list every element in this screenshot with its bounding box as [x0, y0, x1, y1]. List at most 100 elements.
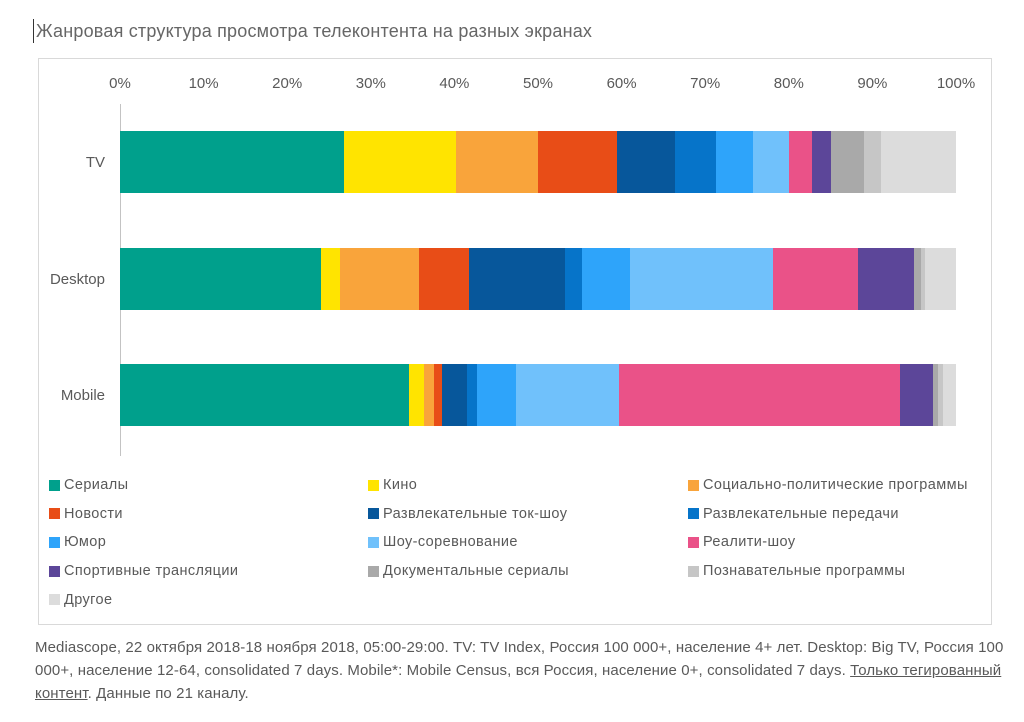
x-axis-tick: 80%: [773, 75, 804, 92]
x-axis-tick: 70%: [690, 75, 721, 92]
legend-label: Социально-политические программы: [703, 477, 968, 494]
legend-swatch: [688, 508, 699, 520]
bar-segment: [339, 248, 420, 310]
legend-item: Реалити-шоу: [688, 528, 979, 557]
legend-item: Другое: [49, 585, 368, 614]
legend-swatch: [49, 565, 60, 577]
x-axis-tick: 30%: [355, 75, 386, 92]
bar-segment: [938, 364, 943, 426]
bar-segment: [456, 131, 538, 193]
bar-segment: [863, 131, 881, 193]
bar-segment: [409, 364, 425, 426]
bar-segment: [830, 131, 864, 193]
bar-segment: [858, 248, 915, 310]
legend-label: Спортивные трансляции: [64, 563, 239, 580]
legend-swatch: [368, 479, 379, 491]
legend-item: Кино: [368, 471, 688, 500]
category-label: Desktop: [49, 270, 105, 288]
legend-item: Новости: [49, 500, 368, 529]
legend-label: Шоу-соревнование: [383, 534, 518, 551]
legend-label: Познавательные программы: [703, 563, 906, 580]
bar-segment: [617, 131, 676, 193]
bar-segment: [516, 364, 620, 426]
bar-segment: [619, 364, 900, 426]
x-axis-tick: 100%: [936, 75, 976, 92]
bar-segment: [476, 364, 517, 426]
legend-swatch: [688, 536, 699, 548]
bar-segment: [920, 248, 925, 310]
x-axis-tick: 40%: [439, 75, 470, 92]
legend-item: Социально-политические программы: [688, 471, 979, 500]
legend-item: Юмор: [49, 528, 368, 557]
legend-label: Другое: [64, 591, 113, 608]
x-axis-tick: 10%: [188, 75, 219, 92]
bar-segment: [434, 364, 442, 426]
x-axis: 0% 10% 20% 30% 40% 50% 60% 70% 80% 90% 100%: [39, 75, 991, 95]
legend-label: Реалити-шоу: [703, 534, 796, 551]
legend-item: Развлекательные ток-шоу: [368, 500, 688, 529]
bar-segment: [942, 364, 956, 426]
chart-frame: 0% 10% 20% 30% 40% 50% 60% 70% 80% 90% 100% TV Desk…: [38, 58, 992, 625]
legend-item: Спортивные трансляции: [49, 557, 368, 586]
source-note-text: Mediascope, 22 октября 2018-18 ноября 20…: [35, 639, 1004, 679]
x-axis-tick: 60%: [606, 75, 637, 92]
bar-segment: [933, 364, 939, 426]
bar-segment: [788, 131, 813, 193]
bar-segment: [469, 248, 565, 310]
source-note-underlined: Только тегированный контент: [35, 662, 1002, 702]
source-note: Mediascope, 22 октября 2018-18 ноября 20…: [35, 636, 1013, 705]
bar-segment: [629, 248, 773, 310]
legend-item: Документальные сериалы: [368, 557, 688, 586]
bar-segment: [772, 248, 859, 310]
legend-swatch: [688, 565, 699, 577]
x-axis-tick: 20%: [272, 75, 303, 92]
legend: Сериалы Кино Социально-политические програ…: [49, 471, 979, 614]
bar-segment: [120, 248, 321, 310]
legend-item: Познавательные программы: [688, 557, 979, 586]
bar-segment: [466, 364, 477, 426]
stacked-bar: [120, 131, 956, 193]
legend-label: Развлекательные передачи: [703, 505, 899, 522]
stacked-bar: [120, 364, 956, 426]
legend-label: Юмор: [64, 534, 107, 551]
bar-segment: [899, 364, 934, 426]
legend-swatch: [49, 594, 60, 606]
bar-segment: [914, 248, 921, 310]
legend-item: Сериалы: [49, 471, 368, 500]
legend-swatch: [49, 479, 60, 491]
legend-swatch: [688, 479, 699, 491]
legend-label: Кино: [383, 477, 418, 494]
legend-item: Развлекательные передачи: [688, 500, 979, 529]
bar-segment: [582, 248, 630, 310]
bar-segment: [441, 364, 467, 426]
bar-segment: [812, 131, 831, 193]
legend-swatch: [368, 536, 379, 548]
bar-segment: [716, 131, 753, 193]
x-axis-tick: 0%: [109, 75, 131, 92]
legend-swatch: [368, 508, 379, 520]
plot-area: TV Desktop Mobile: [39, 59, 991, 624]
x-axis-tick: 90%: [857, 75, 888, 92]
bar-segment: [564, 248, 583, 310]
bar-segment: [320, 248, 340, 310]
bar-segment: [120, 131, 345, 193]
stacked-bar: [120, 248, 956, 310]
legend-swatch: [49, 536, 60, 548]
x-axis-tick: 50%: [522, 75, 554, 92]
bar-segment: [120, 364, 410, 426]
bar-segment: [424, 364, 435, 426]
source-note-tail: . Данные по 21 каналу.: [87, 685, 249, 702]
legend-item: Шоу-соревнование: [368, 528, 688, 557]
bar-segment: [344, 131, 457, 193]
legend-label: Развлекательные ток-шоу: [383, 505, 568, 522]
bar-segment: [675, 131, 717, 193]
bar-segment: [880, 131, 956, 193]
text-cursor: [33, 19, 34, 43]
bar-segment: [419, 248, 470, 310]
category-label: Mobile: [60, 386, 105, 404]
legend-swatch: [368, 565, 379, 577]
legend-swatch: [49, 508, 60, 520]
chart-title: Жанровая структура просмотра телеконтент…: [36, 21, 593, 41]
category-label: TV: [85, 153, 105, 171]
